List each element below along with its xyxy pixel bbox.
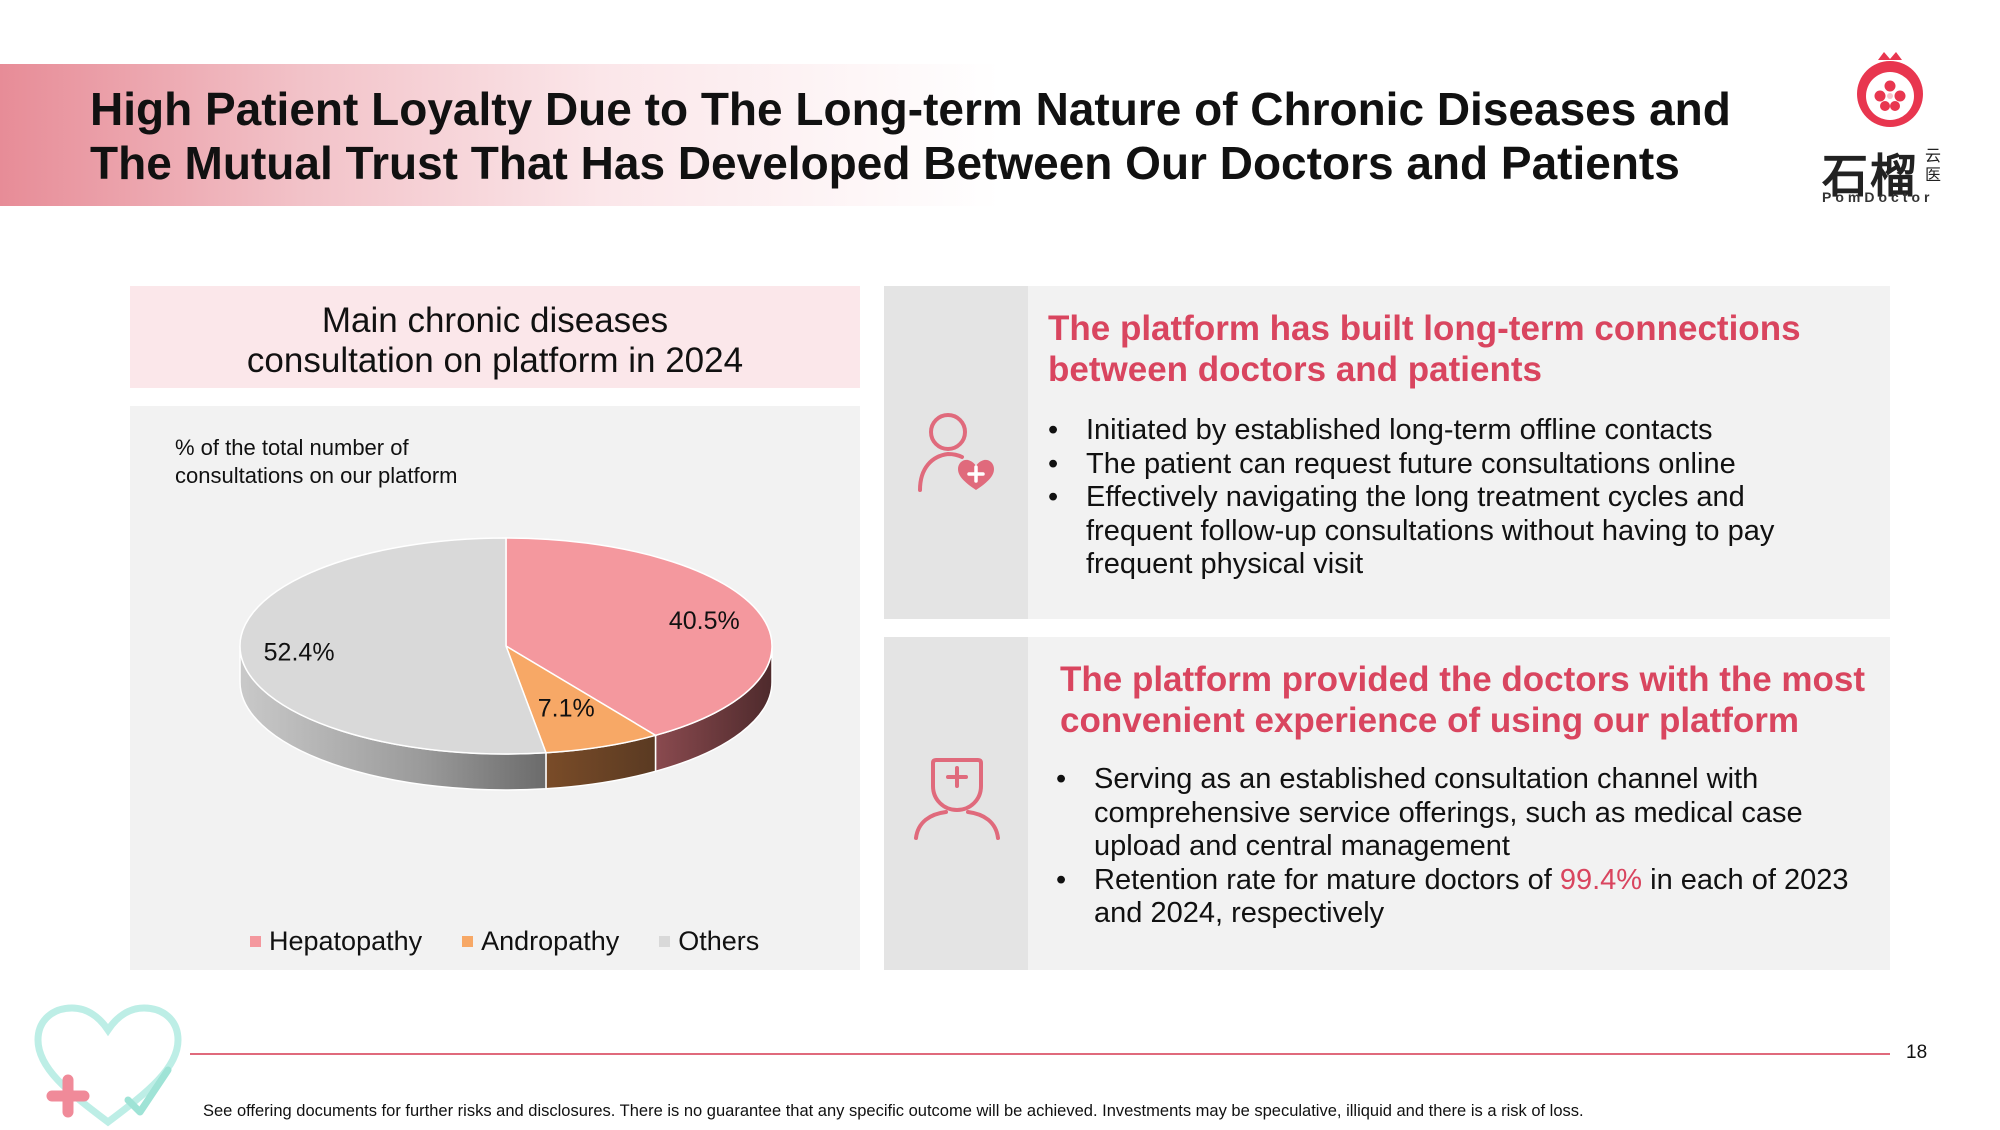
chart-panel: % of the total number of consultations o… [130,406,860,970]
legend-item-others: Others [659,926,759,957]
logo-chinese-small-text: 云医 [1925,146,1942,184]
doctors-card-title-line1: The platform provided the doctors with t… [1060,660,1866,699]
legend-label-andropathy: Andropathy [481,926,620,956]
page-title-line2: The Mutual Trust That Has Developed Betw… [90,137,1680,189]
footer-divider [190,1053,1890,1055]
retention-suffix: in each of 2023 [1642,863,1849,896]
doctors-card-title: The platform provided the doctors with t… [1060,659,1865,741]
connections-bullet: Effectively navigating the long treatmen… [1048,481,1774,582]
doctors-bullet-text: Serving as an established consultation c… [1094,763,1759,795]
pie-label-others: 52.4% [264,638,335,666]
page-number: 18 [1906,1042,1928,1063]
retention-line2: and 2024, respectively [1094,897,1385,929]
patient-heart-icon [918,413,994,492]
doctor-cross-icon [914,758,1000,840]
chart-subtitle-line1: % of the total number of [175,435,409,460]
doctors-card-bullets: Serving as an established consultation c… [1056,763,1848,931]
pie-slice-others [239,537,548,755]
chart-header-line1: Main chronic diseases [321,301,669,340]
connections-bullet: The patient can request future consultat… [1048,448,1774,482]
connections-card-icon-column [884,286,1028,619]
connections-card-title-line1: The platform has built long-term connect… [1048,309,1801,348]
connections-card-title-line2: between doctors and patients [1048,350,1542,389]
connections-bullet-text: frequent follow-up consultations without… [1086,514,1775,547]
legend-swatch-hepatopathy [250,936,261,947]
legend-item-andropathy: Andropathy [462,926,619,957]
legend-label-hepatopathy: Hepatopathy [269,926,423,956]
doctors-card-title-line2: convenient experience of using our platf… [1060,701,1800,740]
disclaimer-text: See offering documents for further risks… [203,1102,1584,1120]
connections-bullet-text: frequent physical visit [1086,548,1364,580]
legend-label-others: Others [678,926,760,956]
retention-line: Retention rate for mature doctors of 99.… [1094,864,1848,898]
doctors-bullet-text: upload and central management [1094,830,1510,862]
legend-swatch-others [659,936,671,947]
pomdoctor-logo [1857,52,1923,127]
page-title-line1: High Patient Loyalty Due to The Long-ter… [90,83,1731,135]
chart-legend: Hepatopathy Andropathy Others [250,926,759,957]
chart-subtitle: % of the total number of consultations o… [175,434,458,490]
pie-slice-hepatopathy [505,537,773,737]
logo-chinese-text: 石榴 [1822,149,1918,203]
doctors-bullet: Retention rate for mature doctors of 99.… [1056,864,1848,931]
connections-card-title: The platform has built long-term connect… [1048,308,1801,390]
connections-card-bullets: Initiated by established long-term offli… [1048,414,1774,582]
connections-bullet-text: Effectively navigating the long treatmen… [1086,481,1745,513]
pie-chart: 40.5% 7.1% 52.4% [239,537,773,791]
chart-header: Main chronic diseases consultation on pl… [130,286,860,388]
doctors-card: The platform provided the doctors with t… [884,637,1890,970]
retention-prefix: Retention rate for mature doctors of [1094,863,1560,896]
heart-cross-icon [34,1004,182,1127]
pie-label-hepatopathy: 40.5% [669,607,740,635]
doctors-card-icon-column [884,637,1028,970]
logo-english-text: PomDoctor [1822,189,1934,205]
doctors-bullet-text: comprehensive service offerings, such as… [1094,796,1803,829]
connections-card: The platform has built long-term connect… [884,286,1890,619]
legend-item-hepatopathy: Hepatopathy [250,926,422,957]
chart-header-line2: consultation on platform in 2024 [246,341,744,380]
legend-swatch-andropathy [462,936,474,947]
chart-subtitle-line2: consultations on our platform [175,463,458,488]
pie-slice-andropathy [504,644,658,754]
title-band [0,64,1000,206]
page-title: High Patient Loyalty Due to The Long-ter… [90,82,1790,190]
doctors-bullet: Serving as an established consultation c… [1056,763,1848,864]
connections-bullet-text: The patient can request future consultat… [1086,447,1736,480]
connections-bullet: Initiated by established long-term offli… [1048,414,1774,448]
pie-label-andropathy: 7.1% [538,694,595,722]
connections-bullet-text: Initiated by established long-term offli… [1086,414,1713,446]
retention-rate-highlight: 99.4% [1559,863,1643,896]
